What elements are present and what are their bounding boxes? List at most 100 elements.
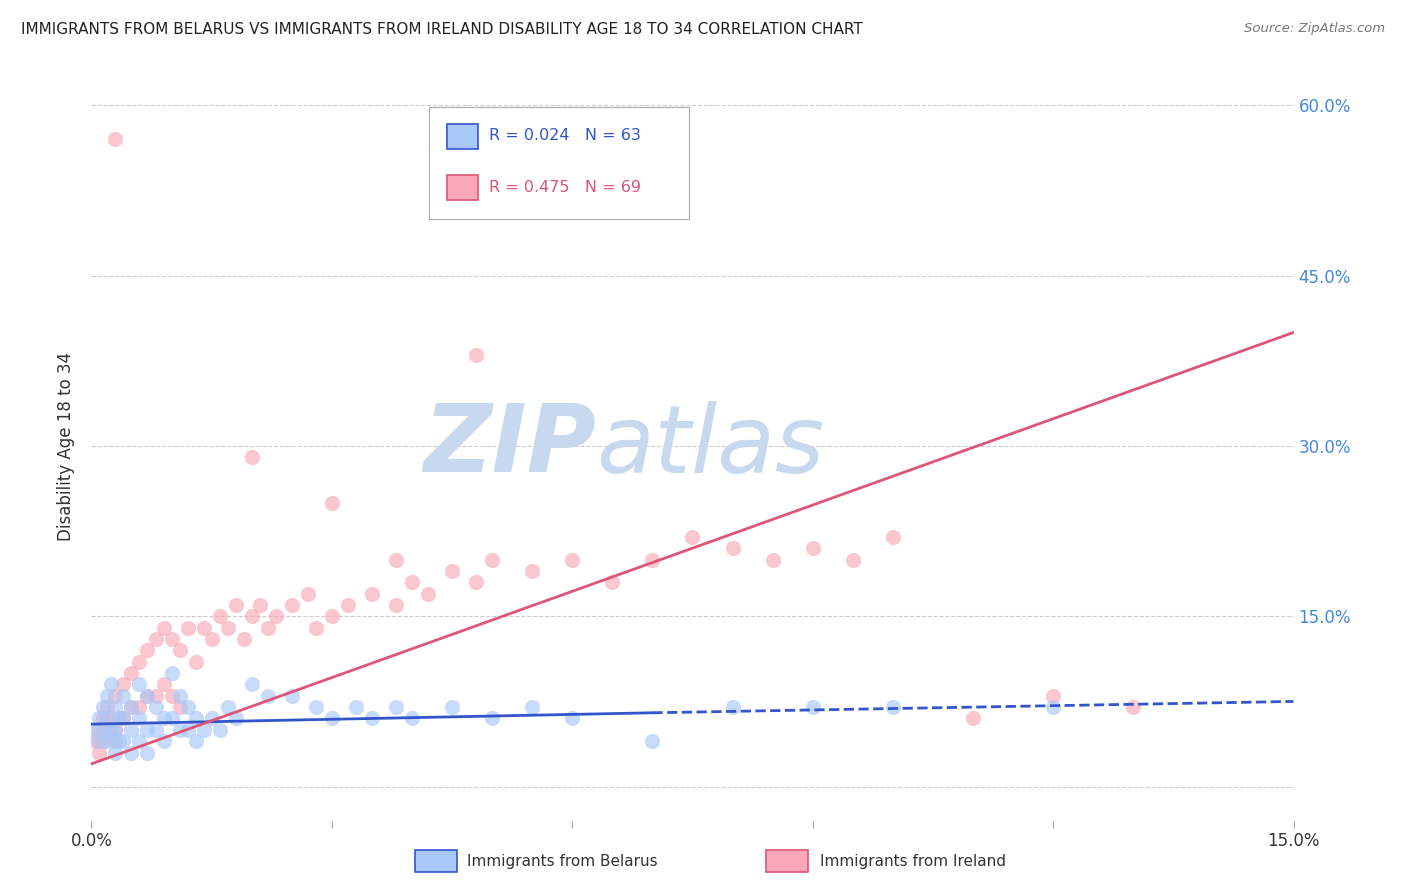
Point [465,348,488,362]
Point [256,689,278,703]
Point [152,711,174,725]
Point [112,711,135,725]
Point [522,564,544,578]
Point [385,598,408,612]
Point [112,677,135,691]
Point [465,575,488,590]
Point [108,711,131,725]
Point [217,700,239,714]
Point [121,746,143,760]
Point [184,711,207,725]
Point [93,734,115,748]
Point [93,723,115,737]
Point [104,700,127,714]
Point [93,711,115,725]
Point [121,700,143,714]
Point [721,541,744,556]
Point [104,689,127,703]
Point [89,734,111,748]
Point [160,711,183,725]
Point [344,700,367,714]
Point [281,598,304,612]
Point [882,530,904,544]
Point [602,575,624,590]
Point [108,734,131,748]
Point [217,621,239,635]
Point [522,700,544,714]
Point [169,643,191,657]
Point [184,734,207,748]
Point [128,700,150,714]
Point [121,723,143,737]
Point [641,734,664,748]
Point [440,700,463,714]
Point [112,711,135,725]
Point [104,723,127,737]
Point [89,723,111,737]
Point [145,723,167,737]
Point [84,723,107,737]
Point [96,723,118,737]
Point [145,689,167,703]
Point [89,711,111,725]
Point [962,711,984,725]
Point [145,632,167,646]
Point [121,666,143,681]
Point [1042,689,1064,703]
Point [481,711,503,725]
Point [305,700,328,714]
Point [136,746,159,760]
Point [561,711,583,725]
Point [176,723,198,737]
Text: ZIP: ZIP [423,400,596,492]
Point [721,700,744,714]
Point [240,609,263,624]
Point [360,586,382,600]
Point [321,609,343,624]
Point [401,711,423,725]
Point [1042,700,1064,714]
Text: Immigrants from Belarus: Immigrants from Belarus [467,855,658,869]
Point [169,723,191,737]
Point [184,655,207,669]
Point [176,621,198,635]
Point [89,746,111,760]
Point [240,450,263,465]
Point [160,666,183,681]
Point [104,734,127,748]
Point [281,689,304,703]
Point [136,643,159,657]
Point [112,734,135,748]
Point [297,586,319,600]
Point [93,700,115,714]
Point [249,598,271,612]
Point [762,552,785,566]
Point [305,621,328,635]
Point [136,723,159,737]
Point [801,541,824,556]
Point [128,677,150,691]
Point [104,746,127,760]
Point [96,734,118,748]
Point [160,632,183,646]
Point [112,689,135,703]
Text: Source: ZipAtlas.com: Source: ZipAtlas.com [1244,22,1385,36]
Point [100,711,122,725]
Point [193,621,215,635]
Point [176,700,198,714]
Text: atlas: atlas [596,401,824,491]
Point [225,711,247,725]
Point [193,723,215,737]
Point [201,711,224,725]
Point [121,700,143,714]
Point [208,609,231,624]
Point [128,711,150,725]
Point [152,734,174,748]
Point [256,621,278,635]
Point [100,677,122,691]
Point [104,723,127,737]
Point [240,677,263,691]
Y-axis label: Disability Age 18 to 34: Disability Age 18 to 34 [58,351,76,541]
Point [208,723,231,737]
Point [169,700,191,714]
